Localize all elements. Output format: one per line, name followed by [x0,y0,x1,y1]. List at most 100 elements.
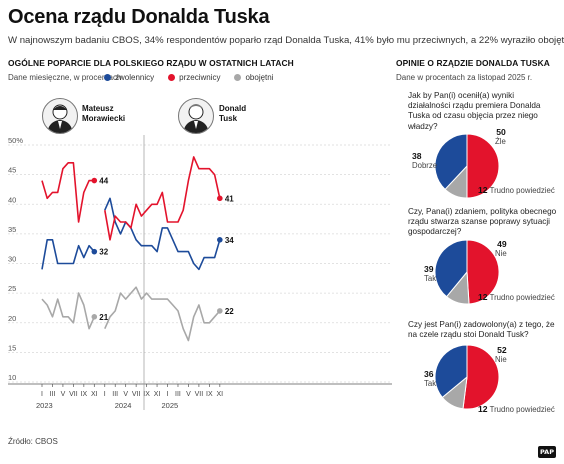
y-tick-label: 50% [8,136,23,145]
y-tick-label: 30 [8,255,16,264]
pie-2-gray-text: Trudno powiedzieć [489,293,555,302]
x-tick-label: III [50,391,56,398]
x-tick-label: IX [143,391,150,398]
legend-item-oppose: przeciwnicy [168,73,220,82]
person-silhouette-icon [183,104,209,133]
series-end-label: 22 [225,307,234,316]
series-line-obojętni [104,286,221,342]
legend-item-support: zwolennicy [104,73,154,82]
question-2-text: Czy, Pana(i) zdaniem, polityka obecnego … [408,207,557,237]
legend-dot-support [104,74,111,81]
y-tick-label: 10 [8,373,16,382]
pie-2-gray-value: 12 [478,292,488,302]
pie-section-heading: Opinie o rządzie Donalda Tuska [396,58,550,68]
year-label: 2024 [115,401,132,410]
x-tick-label: V [186,391,191,398]
pie-3-red-text: Nie [495,355,507,364]
x-tick-label: XI [91,391,98,398]
line-chart-heading: Ogólne poparcie dla polskiego rządu w os… [8,58,294,68]
x-tick-label: XI [217,391,224,398]
pie-3-blue-value: 36 [424,369,434,379]
pie-3-blue-label: 36 Tak [424,369,437,389]
morawiecki-portrait [42,98,78,134]
pie-slice [434,239,468,298]
pie-1-gray-label: 12 Trudno powiedzieć [478,185,555,196]
x-tick-label: VII [195,391,204,398]
source-note: Źródło: CBOS [8,437,58,446]
x-tick-label: I [104,391,106,398]
page-title: Ocena rządu Donalda Tuska [8,6,270,28]
series-end-dot [91,248,98,255]
x-tick-label: VII [132,391,141,398]
series-line-obojętni [41,292,96,330]
legend-label-support: zwolennicy [115,73,155,82]
y-tick-label: 20 [8,314,16,323]
series-end-label: 41 [225,194,234,203]
series-end-label: 44 [99,177,108,186]
pie-2-blue-label: 39 Tak [424,264,436,284]
y-tick-label: 40 [8,195,16,204]
page-subtitle: W najnowszym badaniu CBOS, 34% responden… [8,35,564,46]
series-line-zwolennicy [41,239,95,270]
series-end-label: 32 [99,248,108,257]
pie-slice [434,344,468,399]
pie-1-blue-text: Dobrze [412,161,438,170]
pie-3-gray-text: Trudno powiedzieć [489,405,555,414]
series-line-przeciwnicy [104,156,221,241]
series-end-dot [217,237,223,243]
x-tick-label: IX [206,391,213,398]
person-label-morawiecki: Mateusz Morawiecki [82,104,125,124]
y-tick-label: 45 [8,166,16,175]
pie-2-red-value: 49 [497,239,507,249]
series-end-dot [217,308,223,314]
pie-1-gray-text: Trudno powiedzieć [489,186,555,195]
line-chart-legend: zwolennicy przeciwnicy obojętni [104,73,288,82]
question-3-text: Czy jest Pan(i) zadowolony(a) z tego, że… [408,320,555,340]
series-end-dot [217,195,223,202]
x-tick-label: IX [81,391,88,398]
x-tick-label: V [123,391,128,398]
pie-2-blue-value: 39 [424,264,434,274]
series-end-label: 34 [225,236,234,245]
pie-1-blue-value: 38 [412,151,422,161]
pie-chart-1 [434,133,500,199]
y-tick-label: 25 [8,284,16,293]
pie-2-gray-label: 12 Trudno powiedzieć [478,292,555,303]
series-line-zwolennicy [104,197,221,271]
legend-dot-indifferent [234,74,242,81]
pie-3-red-value: 52 [497,345,507,355]
pie-chart-2 [434,239,500,305]
pap-logo: PAP [538,446,556,458]
pie-slice [466,133,500,199]
x-tick-label: V [61,391,66,398]
x-tick-label: I [41,391,43,398]
series-end-dot [91,177,98,184]
legend-label-oppose: przeciwnicy [179,73,221,82]
series-line-przeciwnicy [41,161,95,223]
tusk-portrait [178,98,214,134]
person-last-name: Tusk [219,114,238,123]
person-first-name: Donald [219,104,247,113]
pie-1-red-label: 50 Źle [495,127,506,147]
pie-1-red-value: 50 [496,127,506,137]
pie-3-gray-label: 12 Trudno powiedzieć [478,404,555,415]
x-tick-label: VII [69,391,78,398]
question-1-text: Jak by Pan(i) ocenił(a) wyniki działalno… [408,91,541,131]
year-label: 2025 [162,401,179,410]
legend-dot-oppose [168,74,176,81]
pie-3-blue-text: Tak [424,379,437,388]
y-tick-label: 15 [8,343,16,352]
pie-slice [466,239,500,305]
x-tick-label: III [112,391,118,398]
pie-2-red-label: 49 Nie [495,239,507,259]
legend-label-indifferent: obojętni [245,73,274,82]
series-end-label: 21 [99,313,108,322]
line-chart-note: Dane miesięczne, w procentach [8,73,122,82]
pie-1-gray-value: 12 [478,185,488,195]
x-tick-label: III [175,391,181,398]
pie-3-gray-value: 12 [478,404,488,414]
person-last-name: Morawiecki [82,114,126,123]
year-label: 2023 [36,401,53,410]
legend-item-indifferent: obojętni [234,73,274,82]
